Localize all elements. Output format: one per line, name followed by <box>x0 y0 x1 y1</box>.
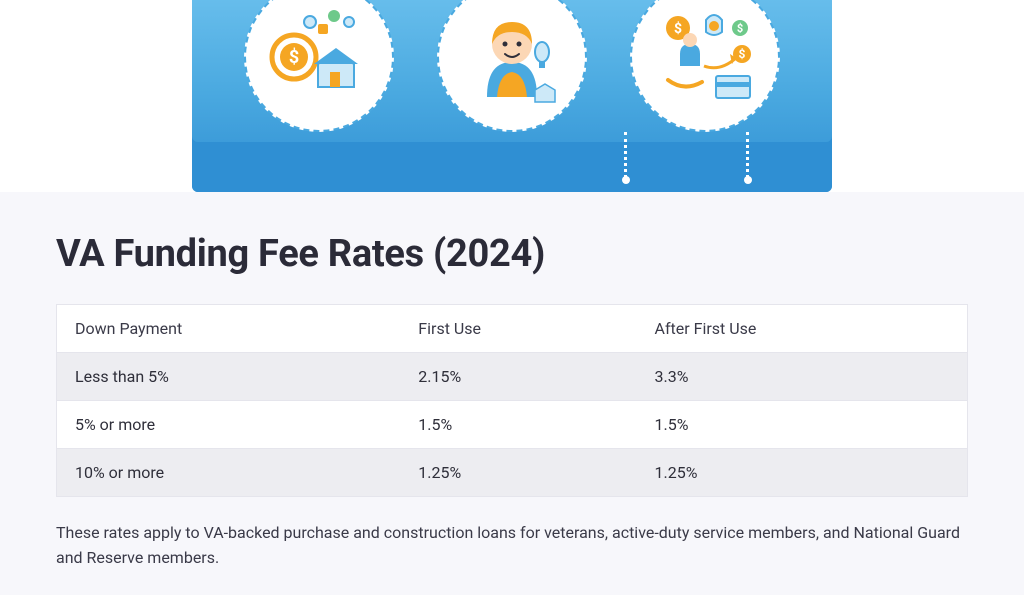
cell: 5% or more <box>57 401 401 449</box>
footnote-text: These rates apply to VA-backed purchase … <box>56 521 968 571</box>
hero-circle-3: $ $ $ <box>630 0 780 132</box>
hero-circles: $ <box>192 0 832 132</box>
cell: Less than 5% <box>57 353 401 401</box>
hero-circle-2 <box>437 0 587 132</box>
hero-circle-1: $ <box>244 0 394 132</box>
hero-banner: $ <box>0 0 1024 192</box>
svg-text:$: $ <box>674 20 682 37</box>
table-row: Less than 5% 2.15% 3.3% <box>57 353 968 401</box>
svg-text:$: $ <box>739 47 746 61</box>
cell: 1.25% <box>637 449 968 497</box>
page-title: VA Funding Fee Rates (2024) <box>56 232 968 276</box>
table-row: 10% or more 1.25% 1.25% <box>57 449 968 497</box>
hero-panel: $ <box>192 0 832 192</box>
table-header-row: Down Payment First Use After First Use <box>57 305 968 353</box>
cell: 3.3% <box>637 353 968 401</box>
cell: 2.15% <box>400 353 636 401</box>
money-flow-icon: $ $ $ <box>650 2 760 112</box>
svg-text:$: $ <box>737 22 743 35</box>
connector-dotline <box>624 132 627 178</box>
table-row: 5% or more 1.5% 1.5% <box>57 401 968 449</box>
col-header: After First Use <box>637 305 968 353</box>
person-idea-icon <box>457 2 567 112</box>
cell: 10% or more <box>57 449 401 497</box>
fee-rates-table: Down Payment First Use After First Use L… <box>56 304 968 497</box>
col-header: Down Payment <box>57 305 401 353</box>
cell: 1.5% <box>400 401 636 449</box>
cell: 1.25% <box>400 449 636 497</box>
finance-house-icon: $ <box>264 2 374 112</box>
content-section: VA Funding Fee Rates (2024) Down Payment… <box>0 192 1024 595</box>
connector-dotline <box>746 132 749 178</box>
col-header: First Use <box>400 305 636 353</box>
cell: 1.5% <box>637 401 968 449</box>
svg-text:$: $ <box>288 47 298 68</box>
